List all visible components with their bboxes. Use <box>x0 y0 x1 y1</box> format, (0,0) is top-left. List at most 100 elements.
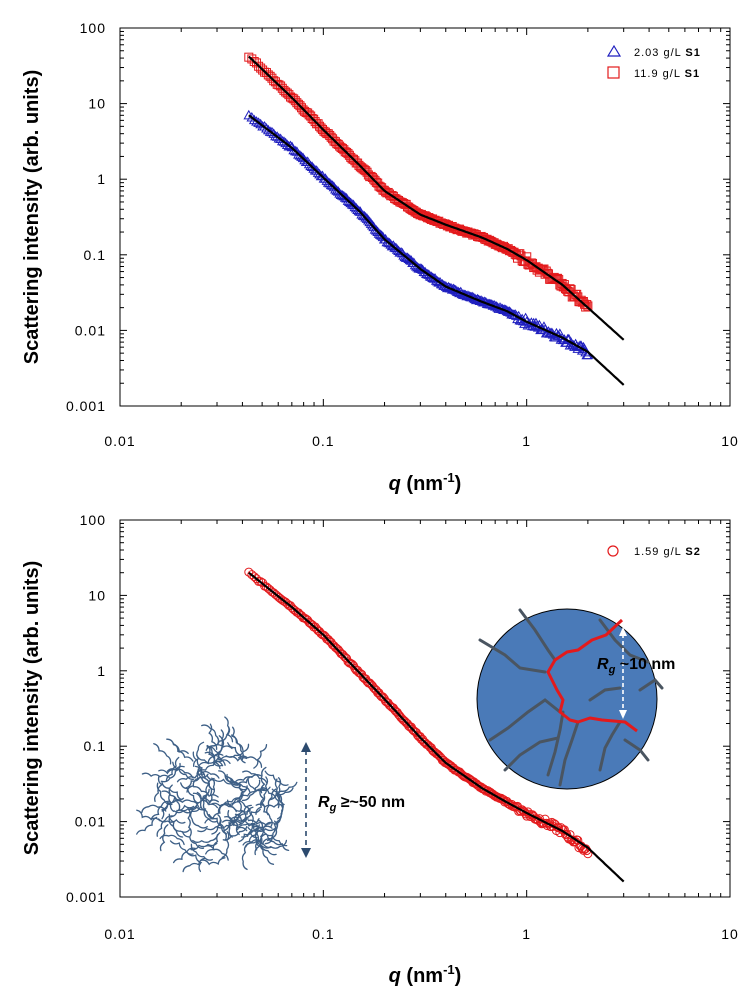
legend-marker-square <box>607 66 620 79</box>
y-tick-label: 100 <box>80 20 106 36</box>
network-strand <box>181 831 205 849</box>
network-strand <box>194 765 220 779</box>
network-strand <box>168 813 184 838</box>
series-2.03-g/L <box>243 109 594 360</box>
network-strand <box>276 792 284 820</box>
legend-entry-2.03: 2.03 g/L S1 <box>606 44 701 59</box>
data-point <box>578 845 588 855</box>
background-chain <box>546 710 565 777</box>
network-strand <box>161 790 181 812</box>
chart-top: 0.01 0.1 1 10 0.001 0.01 0.1 1 10 100 Scattering … <box>21 20 739 495</box>
x-axis-q: q <box>389 473 401 495</box>
network-strand <box>186 851 203 873</box>
legend-bottom: 1.59 g/L S2 <box>607 545 700 558</box>
network-strand <box>166 768 194 779</box>
network-strand <box>226 773 249 791</box>
data-point <box>583 301 593 311</box>
data-point <box>248 114 260 125</box>
background-chain <box>518 608 557 662</box>
network-strand <box>141 804 167 814</box>
data-point <box>289 605 299 615</box>
network-strand <box>196 791 219 809</box>
fit-line <box>248 571 625 883</box>
x-tick-label: 1 <box>522 926 531 942</box>
x-tick-label: 10 <box>721 433 739 449</box>
network-strand <box>238 824 260 843</box>
data-point <box>382 237 394 247</box>
large-rg-arrow <box>301 742 311 858</box>
network-strand <box>230 734 244 761</box>
network-strand <box>180 782 200 804</box>
network-strand <box>153 743 172 765</box>
data-point <box>427 272 438 282</box>
network-strand <box>182 857 206 873</box>
network-strand <box>229 806 254 821</box>
data-point <box>334 188 346 198</box>
network-strand <box>248 822 271 842</box>
network-strand <box>170 804 195 818</box>
network-strand <box>192 741 205 767</box>
network-strand <box>224 816 248 832</box>
data-point <box>281 87 291 97</box>
data-point <box>293 608 303 618</box>
network-strand <box>205 845 229 861</box>
network-strand <box>190 842 218 851</box>
network-strand <box>221 818 249 825</box>
data-point <box>292 98 302 108</box>
data-point <box>548 273 558 283</box>
network-strand <box>173 806 201 814</box>
network-strand <box>178 806 207 812</box>
network-strand <box>207 777 216 805</box>
data-point <box>583 849 593 859</box>
legend-top: 2.03 g/L S1 11.9 g/L S1 <box>606 44 701 80</box>
legend-entry-11.9: 11.9 g/L S1 <box>607 66 699 80</box>
network-strand <box>169 840 194 855</box>
network-strand <box>217 797 241 814</box>
network-strand <box>192 833 219 843</box>
network-strand <box>196 760 222 775</box>
network-strand <box>192 751 204 778</box>
data-point <box>299 154 310 165</box>
data-point <box>306 619 316 629</box>
background-chain <box>598 720 622 772</box>
small-rg-label: Rg ~10 nm <box>597 656 675 676</box>
network-strand <box>257 819 265 847</box>
y-tick-label: 10 <box>88 587 106 603</box>
network-strand <box>168 817 191 833</box>
svg-text:2.03 g/L S1: 2.03 g/L S1 <box>634 47 701 59</box>
network-strand <box>241 779 261 802</box>
data-point <box>511 250 521 260</box>
network-strand <box>252 822 260 851</box>
network-strand <box>159 834 185 846</box>
background-chain <box>503 736 560 772</box>
data-point <box>335 189 347 199</box>
data-point <box>251 116 262 126</box>
network-strand <box>197 768 216 791</box>
network-strand <box>264 770 289 786</box>
x-tick-label: 0.1 <box>312 926 334 942</box>
x-tick-label: 1 <box>522 433 531 449</box>
plot-area-bottom <box>119 519 731 898</box>
network-strand <box>221 831 230 859</box>
series-1.59-g/L <box>244 567 593 859</box>
network-strand <box>160 762 181 783</box>
data-point <box>303 108 313 118</box>
network-strand <box>228 813 241 838</box>
data-point <box>356 208 368 219</box>
data-point <box>289 145 301 156</box>
network-strand <box>200 857 226 866</box>
data-point <box>373 228 385 238</box>
network-strand <box>161 781 183 801</box>
network-strand <box>161 797 185 812</box>
network-strand <box>215 729 225 756</box>
network-strand <box>150 800 170 821</box>
data-point <box>274 80 284 90</box>
data-point <box>502 244 512 254</box>
network-strand <box>185 773 209 789</box>
data-point <box>506 800 516 810</box>
network-strand <box>234 774 262 784</box>
network-strand <box>136 809 161 822</box>
highlighted-chain <box>546 618 638 733</box>
